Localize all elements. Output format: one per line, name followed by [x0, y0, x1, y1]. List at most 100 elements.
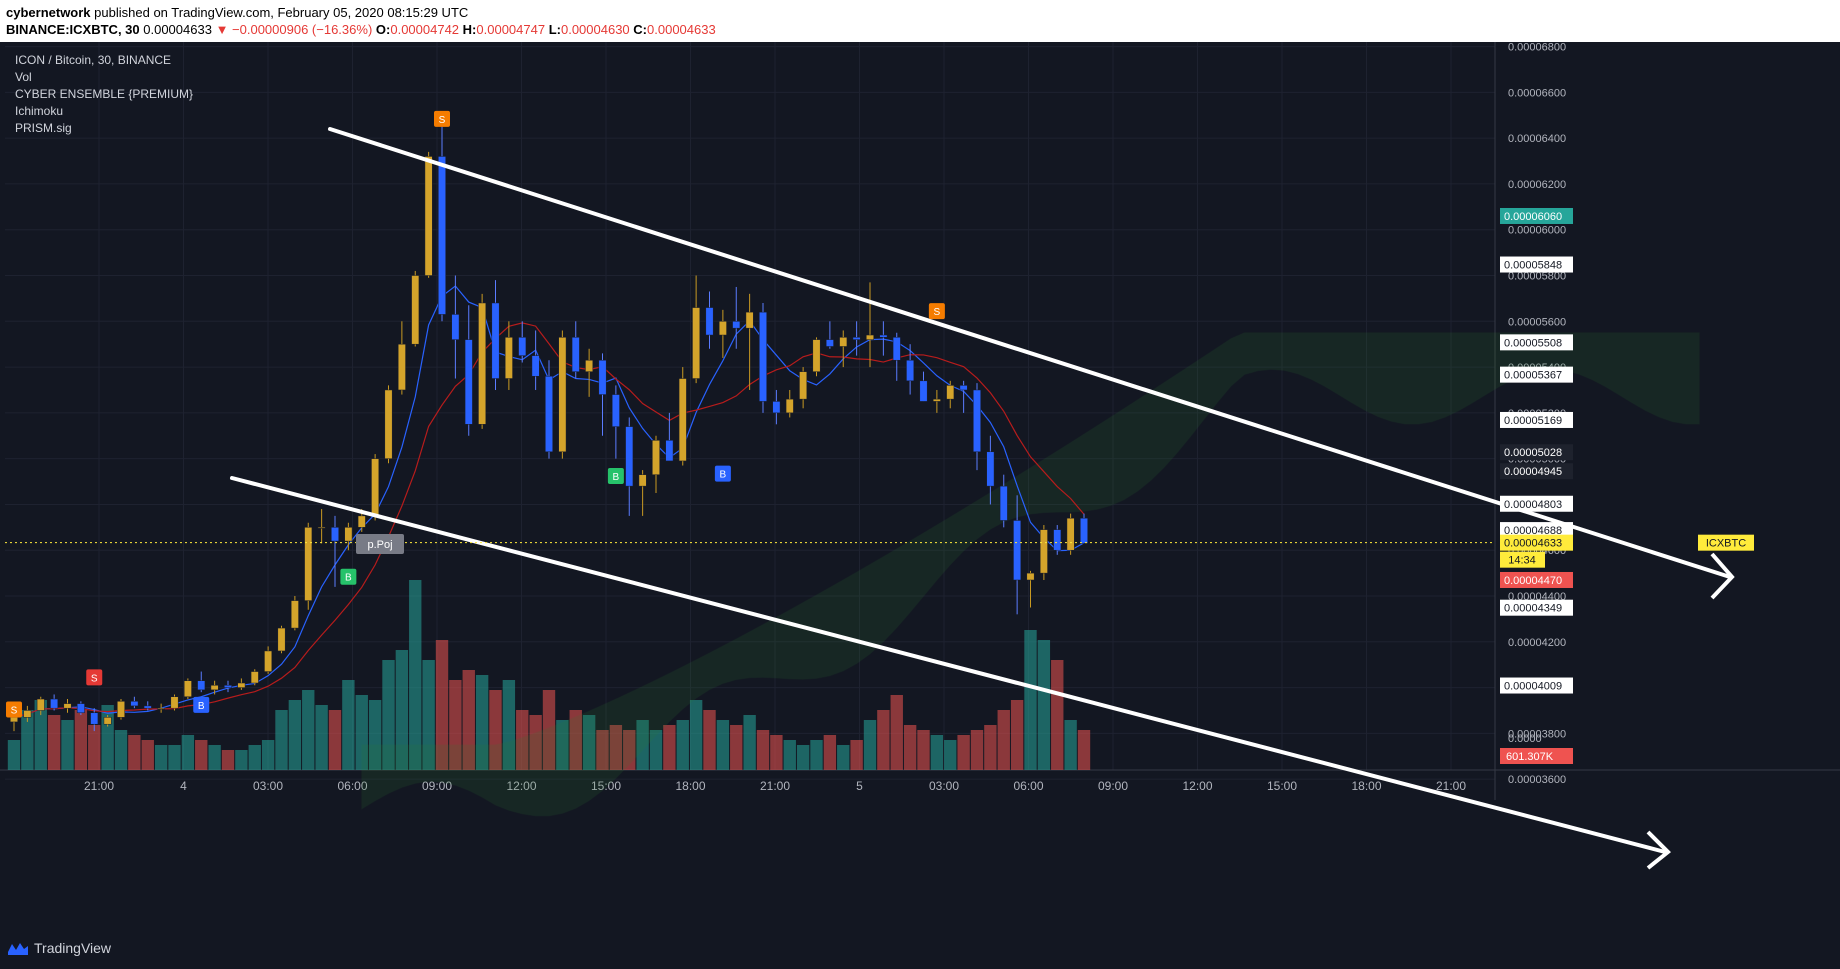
signal-marker [86, 669, 103, 686]
candle-body [665, 440, 674, 462]
candle-body [424, 156, 433, 276]
volume-bar [1010, 700, 1024, 770]
candle-body [932, 398, 941, 402]
symbol-tag: ICXBTC [1706, 538, 1746, 550]
price-label: 0.00004688 [1504, 525, 1562, 537]
signal-letter: B [613, 472, 620, 483]
signal-letter: S [91, 673, 98, 684]
candle-body [652, 440, 660, 475]
pivot-tag [356, 534, 404, 554]
candle-body [478, 302, 487, 425]
volume-bar [529, 715, 542, 770]
y-tick-label: 0.00006800 [1508, 42, 1566, 54]
price-label-bg [1500, 571, 1573, 588]
x-tick-label: 12:00 [1182, 779, 1212, 793]
price-label-bg [1500, 334, 1573, 351]
legend-prism[interactable]: PRISM.sig [15, 121, 72, 135]
volume-bar [395, 650, 409, 770]
volume-bar [930, 735, 944, 770]
close-label: C: [633, 22, 648, 37]
legend-ichimoku[interactable]: Ichimoku [15, 104, 64, 118]
candle-body [759, 311, 767, 402]
signal-marker [434, 110, 450, 127]
publish-header: cybernetwork published on TradingView.co… [0, 0, 1840, 42]
volume-bar [970, 730, 984, 770]
upper-arrow-head [1710, 552, 1735, 600]
signal-marker [928, 303, 945, 320]
candle-body [491, 302, 500, 379]
volume-bar [195, 740, 208, 770]
volume-bar [556, 720, 569, 770]
candle-body [866, 334, 874, 340]
high-label: H: [462, 22, 477, 37]
x-tick-label: 06:00 [337, 779, 367, 793]
volume-bar [275, 710, 288, 770]
pivot-label: p.Poj [367, 539, 392, 551]
candle-body [50, 698, 59, 709]
symbol-tag-bg [1698, 534, 1754, 551]
candle-body [906, 359, 915, 382]
price-chart[interactable]: 0.00006800 0.00006600 0.00006400 0.00006200… [0, 42, 1840, 916]
volume-bar [676, 720, 689, 770]
signal-marker [714, 465, 731, 482]
volume-bar [689, 700, 703, 770]
x-tick-label: 09:00 [1098, 779, 1128, 793]
candle-body [197, 680, 206, 691]
author-name[interactable]: cybernetwork [6, 5, 91, 20]
volume-bar [903, 725, 917, 770]
volume-bar [582, 715, 596, 770]
price-label: 0.00005508 [1504, 337, 1562, 349]
y-tick-label: 0.00004200 [1508, 637, 1566, 649]
candle-body [705, 307, 714, 336]
candle-body [692, 307, 701, 379]
candle-body [36, 698, 45, 711]
volume-bar [957, 735, 970, 770]
volume-bar [288, 700, 302, 770]
legend-cyber-ensemble[interactable]: CYBER ENSEMBLE {PREMIUM} [15, 87, 194, 101]
volume-bar [7, 740, 21, 770]
candle-body [411, 275, 420, 345]
countdown-bg [1500, 551, 1545, 568]
open-label: O: [375, 22, 391, 37]
volume-bar [208, 745, 221, 770]
signal-letter: S [934, 307, 941, 318]
price-label-bg [1500, 534, 1573, 551]
candle-body [183, 680, 192, 697]
volume-bar [810, 740, 823, 770]
candle-body [571, 337, 580, 372]
candle-body [745, 311, 754, 329]
brand-name: TradingView [34, 940, 112, 956]
x-tick-label: 4 [180, 779, 187, 793]
volume-bar [569, 710, 582, 770]
volume-bar [877, 710, 890, 770]
volume-bar [823, 735, 837, 770]
candle-body [157, 707, 166, 710]
candle-body [76, 703, 85, 714]
candle-body [892, 337, 901, 361]
y-tick-label: 0.00006400 [1508, 133, 1566, 145]
candle-body [371, 458, 380, 517]
candle-body [839, 337, 848, 347]
legend-symbol[interactable]: ICON / Bitcoin, 30, BINANCE [15, 53, 172, 67]
ichimoku-cloud [361, 332, 1700, 817]
signal-marker [6, 701, 22, 718]
low-label: L: [548, 22, 561, 37]
volume-bar [221, 750, 235, 770]
candle-body [1026, 572, 1035, 581]
signal-letter: B [345, 573, 352, 584]
volume-bar [475, 675, 489, 770]
volume-bar [609, 725, 623, 770]
volume-bar [944, 740, 957, 770]
volume-bar [542, 690, 556, 770]
volume-bar [114, 730, 128, 770]
tradingview-brand[interactable]: TradingView [8, 940, 111, 956]
volume-bar [1037, 640, 1051, 770]
volume-bar [783, 740, 796, 770]
legend-volume[interactable]: Vol [15, 70, 32, 84]
volume-bar [462, 670, 475, 770]
volume-bar [596, 730, 609, 770]
price-label-bg [1500, 256, 1573, 273]
candle-body [290, 600, 299, 629]
signal-letter: S [439, 115, 446, 126]
price-label: 0.00005848 [1504, 260, 1562, 272]
